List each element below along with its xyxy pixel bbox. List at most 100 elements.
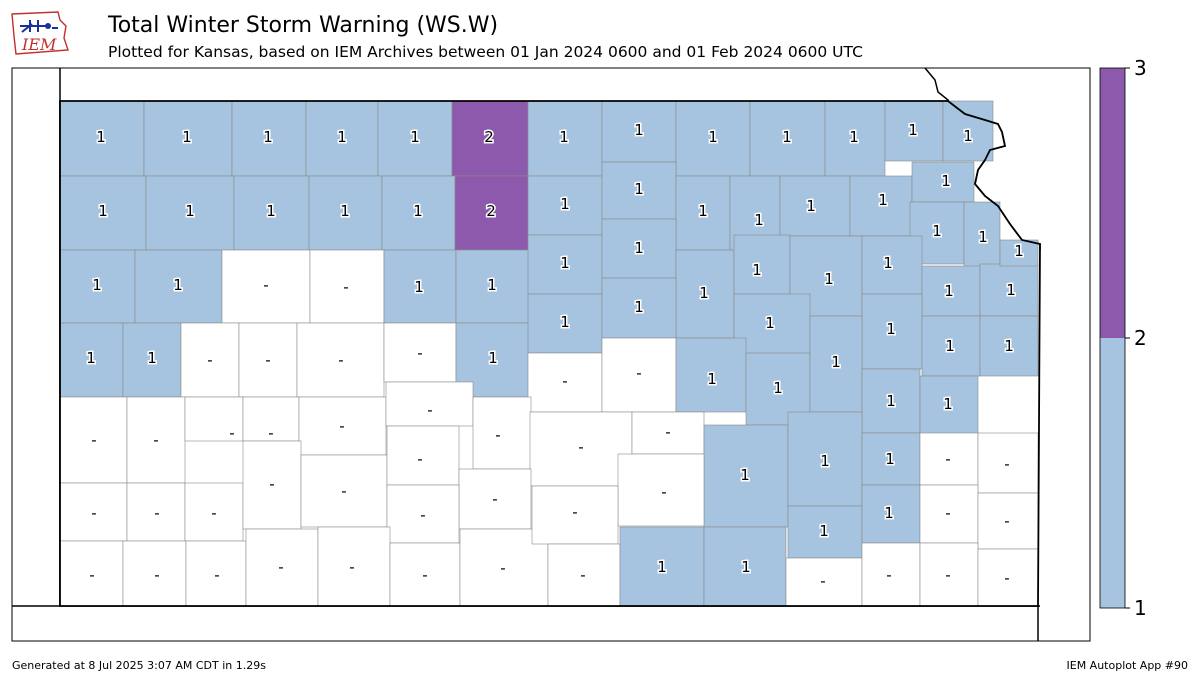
county-shape (911, 161, 975, 203)
county-shape (451, 100, 529, 177)
county-shape (601, 100, 677, 163)
county-shape (145, 175, 235, 251)
county-count-label: 1 (1004, 337, 1014, 355)
county-shape (231, 100, 307, 177)
county-count-label: 1 (1006, 281, 1016, 299)
county-count-label: 1 (96, 128, 106, 146)
county-shape (527, 352, 603, 413)
county-count-label: - (265, 351, 270, 369)
map-subtitle: Plotted for Kansas, based on IEM Archive… (108, 43, 863, 61)
county-count-label: 1 (824, 270, 834, 288)
county-shape (979, 263, 1039, 317)
kansas-outline (59, 100, 1041, 607)
county-shape (389, 542, 461, 607)
county-shape (809, 315, 863, 413)
county-count-label: 1 (413, 202, 423, 220)
county-count-label: 1 (741, 558, 751, 576)
county-shape (999, 239, 1039, 267)
county-count-label: 1 (185, 202, 195, 220)
county-labels: 1 1 1 1 1 2 1 1 1 1 1 1 1 1 1 1 1 1 2 1 1 1 1 1 1 1 1 1 1 1 - - 1 1 1 1 1 1 1 1… (85, 120, 1026, 592)
county-count-label: 1 (337, 128, 347, 146)
county-count-label: 1 (634, 298, 644, 316)
county-count-label: - (417, 344, 422, 362)
county-shape (601, 337, 677, 413)
county-shape (134, 249, 223, 324)
county-count-label: - (1004, 569, 1009, 587)
county-count-label: 1 (978, 228, 988, 246)
county-count-label: 1 (932, 222, 942, 240)
county-count-label: 1 (488, 349, 498, 367)
county-shape (308, 175, 383, 251)
county-count-label: 1 (657, 558, 667, 576)
county-count-label: 1 (182, 128, 192, 146)
county-count-label: 1 (883, 254, 893, 272)
county-shape (675, 249, 735, 339)
county-shape (245, 528, 319, 607)
county-shape (122, 540, 187, 607)
county-count-label: 1 (806, 197, 816, 215)
county-count-label: - (420, 506, 425, 524)
county-shape (733, 234, 791, 295)
county-shape (527, 234, 603, 295)
county-count-label: 1 (886, 392, 896, 410)
county-shape (601, 218, 677, 279)
county-shape (733, 293, 811, 355)
county-shape (300, 454, 388, 528)
county-count-label: 1 (1014, 242, 1024, 260)
county-count-label: - (91, 431, 96, 449)
county-shape (921, 315, 981, 377)
county-shape (386, 425, 460, 486)
iem-logo: IEM (11, 11, 69, 55)
app-note: IEM Autoplot App #90 (1066, 659, 1189, 672)
county-count-label: - (263, 276, 268, 294)
county-shape (919, 375, 979, 435)
county-shape (787, 411, 863, 507)
county-count-label: - (945, 504, 950, 522)
county-count-label: 1 (819, 522, 829, 540)
county-shape (675, 337, 747, 413)
county-shape (861, 484, 921, 544)
county-count-label: 1 (878, 191, 888, 209)
county-shape (942, 100, 994, 162)
county-count-label: - (91, 504, 96, 522)
county-count-label: 1 (410, 128, 420, 146)
county-count-label: 2 (484, 128, 494, 146)
county-count-label: - (89, 566, 94, 584)
county-count-label: 1 (831, 353, 841, 371)
county-count-label: 1 (754, 211, 764, 229)
county-shape (59, 322, 124, 398)
county-shape (529, 411, 633, 487)
logo-text: IEM (21, 35, 57, 54)
colorbar-lower (1100, 338, 1125, 608)
county-shape (381, 175, 456, 251)
county-count-label: 1 (765, 314, 775, 332)
county-count-label: 1 (941, 172, 951, 190)
county-count-label: - (154, 504, 159, 522)
county-count-label: 1 (945, 337, 955, 355)
county-count-label: 1 (752, 261, 762, 279)
county-count-label: 1 (699, 284, 709, 302)
county-count-label: 1 (559, 128, 569, 146)
county-shape (749, 100, 826, 177)
county-count-label: - (154, 566, 159, 584)
county-count-label: 1 (147, 349, 157, 367)
county-count-label: - (1004, 512, 1009, 530)
county-count-label: 1 (414, 278, 424, 296)
county-shape (617, 453, 705, 527)
county-count-label: 1 (849, 128, 859, 146)
county-shape (703, 424, 789, 528)
county-count-label: 1 (487, 276, 497, 294)
county-shape (979, 315, 1039, 377)
county-shape (296, 322, 385, 398)
county-polygons (59, 100, 1039, 607)
county-count-label: - (211, 504, 216, 522)
county-shape (317, 526, 391, 607)
county-count-label: 1 (943, 395, 953, 413)
county-shape (977, 432, 1039, 494)
county-shape (547, 543, 621, 607)
county-shape (455, 249, 531, 324)
county-count-label: 1 (740, 466, 750, 484)
county-shape (242, 396, 300, 442)
county-shape (531, 485, 619, 545)
